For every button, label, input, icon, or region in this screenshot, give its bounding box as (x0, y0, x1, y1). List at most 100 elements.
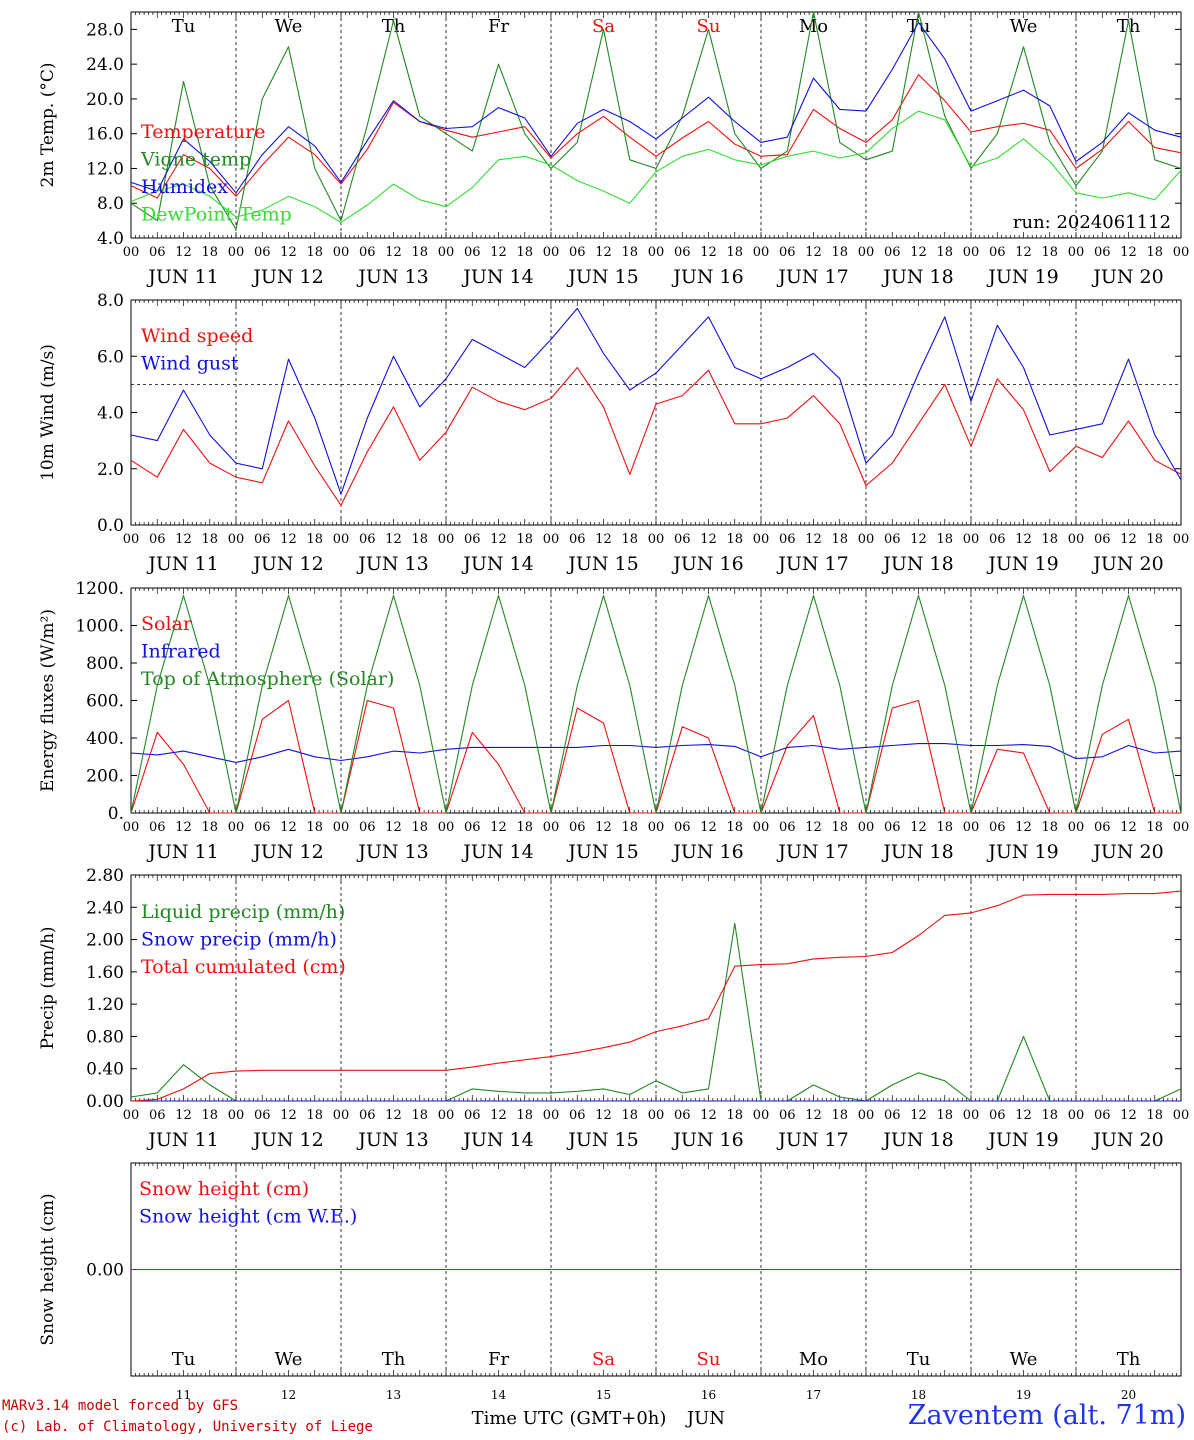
chart-panel-4: 0.00 0.40 0.80 1.20 1.60 2.00 2.40 2.80 Precip (… (38, 866, 1189, 1151)
series-line (130, 11, 1182, 230)
chart-panel-1: 4.0 8.0 12.0 16.0 20.0 24.0 28.0 2m Temp. (°C) 0… (38, 11, 1190, 288)
y-tick-label: 2.80 (86, 866, 124, 886)
hour-label: 06 (779, 532, 796, 547)
weekday-label: Tu (172, 1349, 196, 1370)
series-line (130, 74, 1182, 199)
y-tick-label: 16.0 (86, 125, 124, 145)
hour-label: 12 (805, 1108, 822, 1123)
hour-label: 12 (595, 1108, 612, 1123)
model-credit: MARv3.14 model forced by GFS (2, 1398, 239, 1414)
hour-label: 00 (648, 245, 665, 260)
hour-label: 18 (1041, 245, 1058, 260)
weekday-label: Sa (592, 16, 615, 37)
day-number-label: 13 (386, 1388, 401, 1402)
hour-label: 00 (753, 820, 770, 835)
legend-entry: Snow precip (mm/h) (141, 929, 337, 951)
series-line (130, 110, 1182, 223)
date-label: JUN 12 (251, 841, 323, 863)
hour-label: 00 (543, 245, 560, 260)
hour-label: 12 (1015, 245, 1032, 260)
hour-label: 12 (385, 1108, 402, 1123)
hour-label: 00 (858, 532, 875, 547)
hour-label: 18 (201, 245, 218, 260)
hour-label: 18 (411, 820, 428, 835)
hour-label: 18 (201, 1108, 218, 1123)
hour-label: 00 (228, 820, 245, 835)
hour-label: 00 (438, 1108, 455, 1123)
y-tick-label: 0. (108, 804, 124, 824)
legend-entry: Wind gust (141, 353, 239, 375)
date-label: JUN 12 (251, 1129, 323, 1151)
y-tick-label: 0.80 (86, 1027, 124, 1047)
chart-panel-2: 0.0 2.0 4.0 6.0 8.0 10m Wind (m/s) 00 06 12 18 JUN… (38, 291, 1189, 575)
y-tick-label: 0.0 (97, 516, 124, 536)
weekday-label: Tu (172, 16, 196, 37)
hour-label: 06 (1094, 245, 1111, 260)
hour-label: 00 (228, 1108, 245, 1123)
hour-label: 06 (359, 245, 376, 260)
hour-label: 12 (700, 1108, 717, 1123)
series-line (130, 594, 1182, 814)
date-label: JUN 11 (146, 841, 218, 863)
date-label: JUN 18 (881, 841, 953, 863)
date-label: JUN 18 (881, 266, 953, 288)
hour-label: 00 (963, 245, 980, 260)
hour-label: 12 (490, 245, 507, 260)
hour-label: 06 (464, 245, 481, 260)
hour-label: 00 (1068, 820, 1085, 835)
date-label: JUN 14 (461, 266, 533, 288)
date-label: JUN 13 (356, 841, 428, 863)
hour-label: 18 (1146, 245, 1163, 260)
weekday-label: We (275, 1349, 303, 1370)
weekday-label: Fr (488, 16, 509, 37)
hour-label: 12 (1120, 532, 1137, 547)
hour-label: 18 (621, 820, 638, 835)
hour-label: 12 (595, 820, 612, 835)
date-label: JUN 20 (1091, 1129, 1163, 1151)
date-label: JUN 20 (1091, 553, 1163, 575)
plot-frame (130, 299, 1182, 526)
hour-label: 06 (569, 532, 586, 547)
hour-label: 12 (490, 532, 507, 547)
date-label: JUN 16 (671, 266, 743, 288)
hour-label: 18 (1041, 1108, 1058, 1123)
y-tick-label: 0.00 (86, 1261, 124, 1281)
hour-label: 00 (1173, 820, 1190, 835)
y-tick-label: 200. (86, 767, 124, 787)
hour-label: 12 (385, 532, 402, 547)
date-label: JUN 19 (986, 841, 1058, 863)
hour-label: 12 (1015, 532, 1032, 547)
legend-entry: Liquid precip (mm/h) (141, 901, 345, 923)
day-number-label: 16 (701, 1388, 716, 1402)
hour-label: 12 (805, 245, 822, 260)
hour-label: 00 (1173, 532, 1190, 547)
hour-label: 12 (1015, 820, 1032, 835)
y-tick-label: 1000. (75, 617, 124, 637)
hour-label: 18 (621, 532, 638, 547)
hour-label: 06 (464, 820, 481, 835)
hour-label: 00 (1173, 245, 1190, 260)
day-number-label: 19 (1016, 1388, 1031, 1402)
hour-label: 06 (884, 820, 901, 835)
hour-label: 18 (201, 532, 218, 547)
hour-label: 12 (1120, 820, 1137, 835)
date-label: JUN 14 (461, 553, 533, 575)
legend-entry: Solar (141, 613, 193, 635)
hour-label: 12 (280, 1108, 297, 1123)
hour-label: 12 (385, 820, 402, 835)
day-number-label: 20 (1121, 1388, 1136, 1402)
legend-entry: Total cumulated (cm) (141, 956, 346, 978)
hour-label: 12 (490, 1108, 507, 1123)
legend-entry: DewPoint Temp (141, 204, 292, 226)
y-tick-label: 1.20 (86, 995, 124, 1015)
date-label: JUN 11 (146, 1129, 218, 1151)
hour-label: 06 (149, 820, 166, 835)
hour-label: 06 (149, 1108, 166, 1123)
date-label: JUN 19 (986, 553, 1058, 575)
date-label: JUN 11 (146, 266, 218, 288)
hour-label: 12 (280, 245, 297, 260)
y-tick-label: 1.60 (86, 963, 124, 983)
hour-label: 18 (411, 245, 428, 260)
hour-label: 12 (700, 245, 717, 260)
